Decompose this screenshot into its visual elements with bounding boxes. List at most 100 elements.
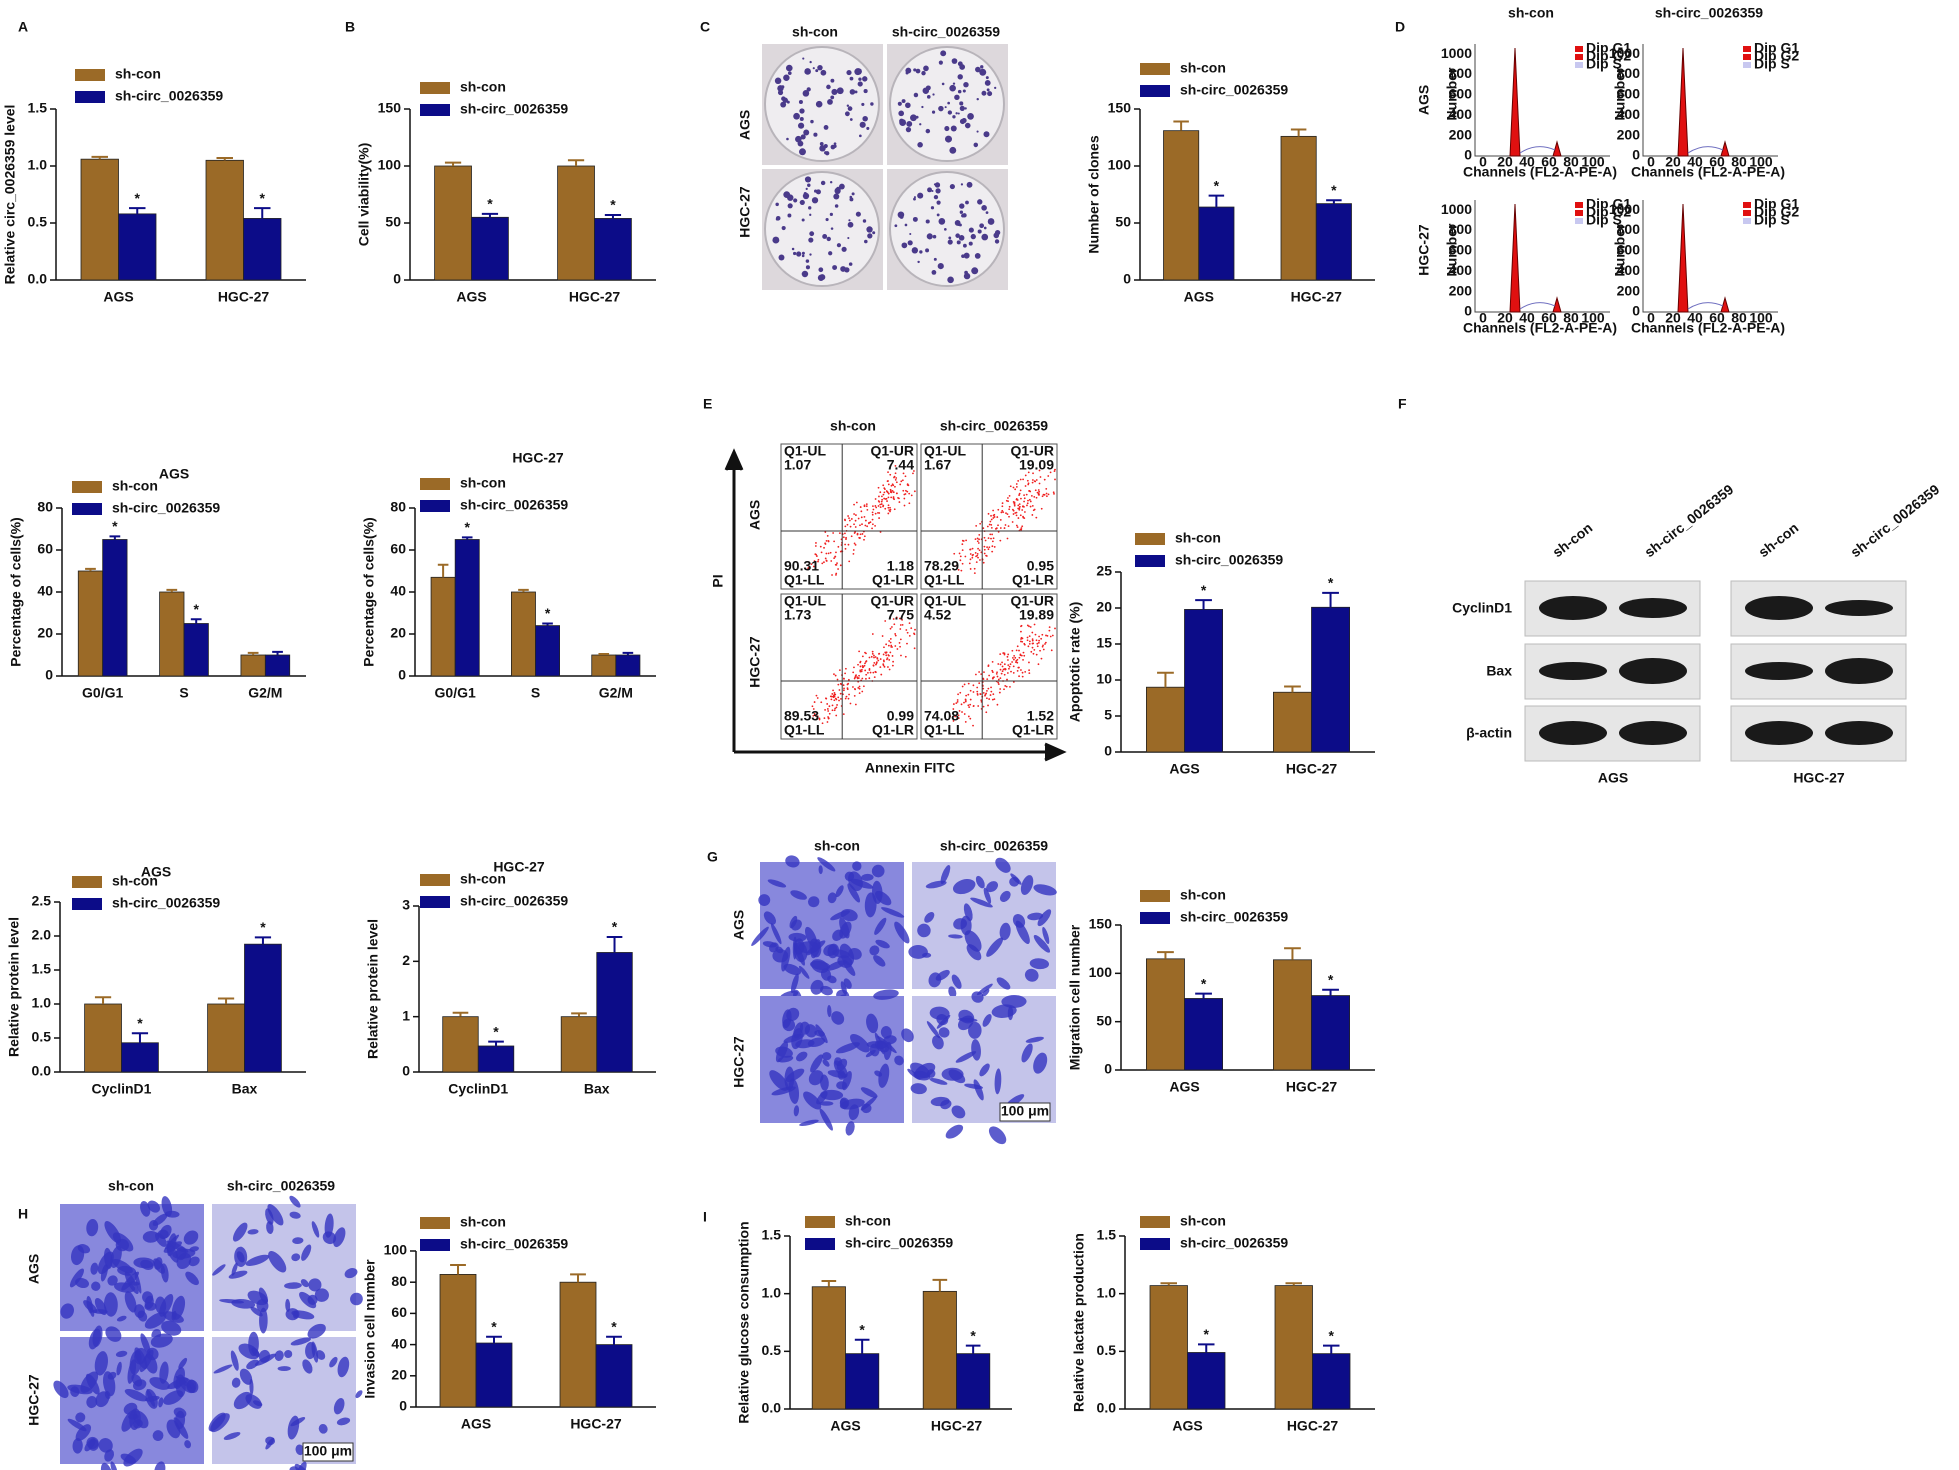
event [1038, 469, 1041, 472]
hist-y-tick: 0 [1464, 303, 1472, 319]
cell [986, 937, 1004, 957]
event [999, 539, 1002, 542]
hist-legend-label: Dip S [1754, 56, 1790, 72]
event [975, 561, 978, 564]
hist-legend-swatch [1575, 202, 1583, 208]
colony [977, 199, 983, 205]
y-tick-label: 1 [402, 1007, 410, 1023]
bar [1184, 609, 1223, 753]
cell [840, 1097, 850, 1108]
legend-swatch [420, 896, 450, 908]
g2-peak [1720, 140, 1730, 157]
event [815, 542, 817, 544]
cell [1024, 968, 1039, 982]
cell [60, 1303, 74, 1319]
hist-legend-swatch [1575, 210, 1583, 216]
event [827, 717, 830, 720]
colony [934, 182, 941, 188]
hist-legend-swatch [1575, 54, 1583, 60]
event [1031, 631, 1034, 634]
hist-y-tick: 1000 [1441, 201, 1472, 217]
event [885, 490, 888, 492]
cell [179, 1376, 196, 1394]
y-tick-label: 0 [402, 1063, 410, 1079]
colony [905, 102, 911, 109]
event [949, 715, 952, 718]
colony [775, 217, 779, 221]
event [1028, 625, 1030, 628]
colony [935, 188, 941, 194]
colony [958, 235, 965, 241]
event [993, 676, 995, 678]
event [869, 671, 872, 674]
event [1027, 471, 1030, 474]
column-header: sh-circ_0026359 [940, 838, 1048, 854]
event [1037, 663, 1040, 666]
hist-y-tick: 1000 [1609, 45, 1640, 61]
event [1054, 478, 1056, 481]
hist-legend-label: Dip G1 [1586, 196, 1631, 212]
event [960, 569, 963, 572]
bar [1198, 206, 1235, 281]
error-bar [606, 935, 623, 953]
colony [793, 112, 800, 120]
event [887, 666, 889, 668]
error-bar [854, 1338, 870, 1354]
event [1015, 661, 1017, 663]
event [976, 540, 979, 543]
event [901, 623, 904, 626]
cell [233, 1391, 253, 1410]
cell [827, 892, 837, 904]
event [854, 526, 857, 528]
bar [434, 165, 472, 281]
g1-peak [1509, 47, 1521, 157]
y-tick-label: 100 [378, 157, 402, 173]
y-axis-label: Percentage of cells(%) [8, 517, 24, 666]
event [1009, 663, 1012, 666]
event [1042, 648, 1045, 651]
cell [815, 1024, 828, 1044]
event [976, 692, 979, 695]
event [997, 508, 1000, 511]
colony [994, 86, 997, 90]
hist-y-tick: 200 [1449, 126, 1473, 142]
colony [948, 236, 952, 240]
cell [763, 911, 777, 925]
event [967, 704, 970, 707]
significance-mark: * [493, 1023, 499, 1039]
colony [772, 236, 780, 244]
event [885, 654, 888, 657]
event [952, 703, 955, 705]
colony [913, 92, 919, 98]
colony [801, 270, 809, 278]
event [813, 701, 816, 703]
event [989, 533, 992, 536]
event [807, 566, 810, 569]
event [823, 561, 825, 564]
colony [959, 210, 964, 214]
hist-y-tick: 1000 [1609, 201, 1640, 217]
event [991, 550, 994, 553]
event [1033, 623, 1036, 626]
event [1006, 678, 1008, 681]
event [1037, 489, 1040, 491]
colony [849, 89, 856, 95]
bar [596, 952, 633, 1073]
cell [247, 1229, 259, 1235]
event [1024, 670, 1027, 673]
event [961, 711, 963, 713]
event [1028, 669, 1031, 672]
event [879, 658, 882, 660]
y-tick-label: 0.0 [762, 1400, 782, 1416]
event [972, 691, 975, 693]
event [824, 542, 827, 545]
legend-swatch [75, 91, 105, 103]
scale-bar-box [999, 1102, 1051, 1122]
bar [1273, 959, 1312, 1071]
y-tick-label: 0.5 [32, 1029, 52, 1045]
event [827, 540, 830, 543]
quadrant-name: Q1-LL [924, 572, 965, 588]
bar [1163, 130, 1200, 281]
y-tick-label: 0 [398, 667, 406, 683]
event [997, 663, 1000, 665]
